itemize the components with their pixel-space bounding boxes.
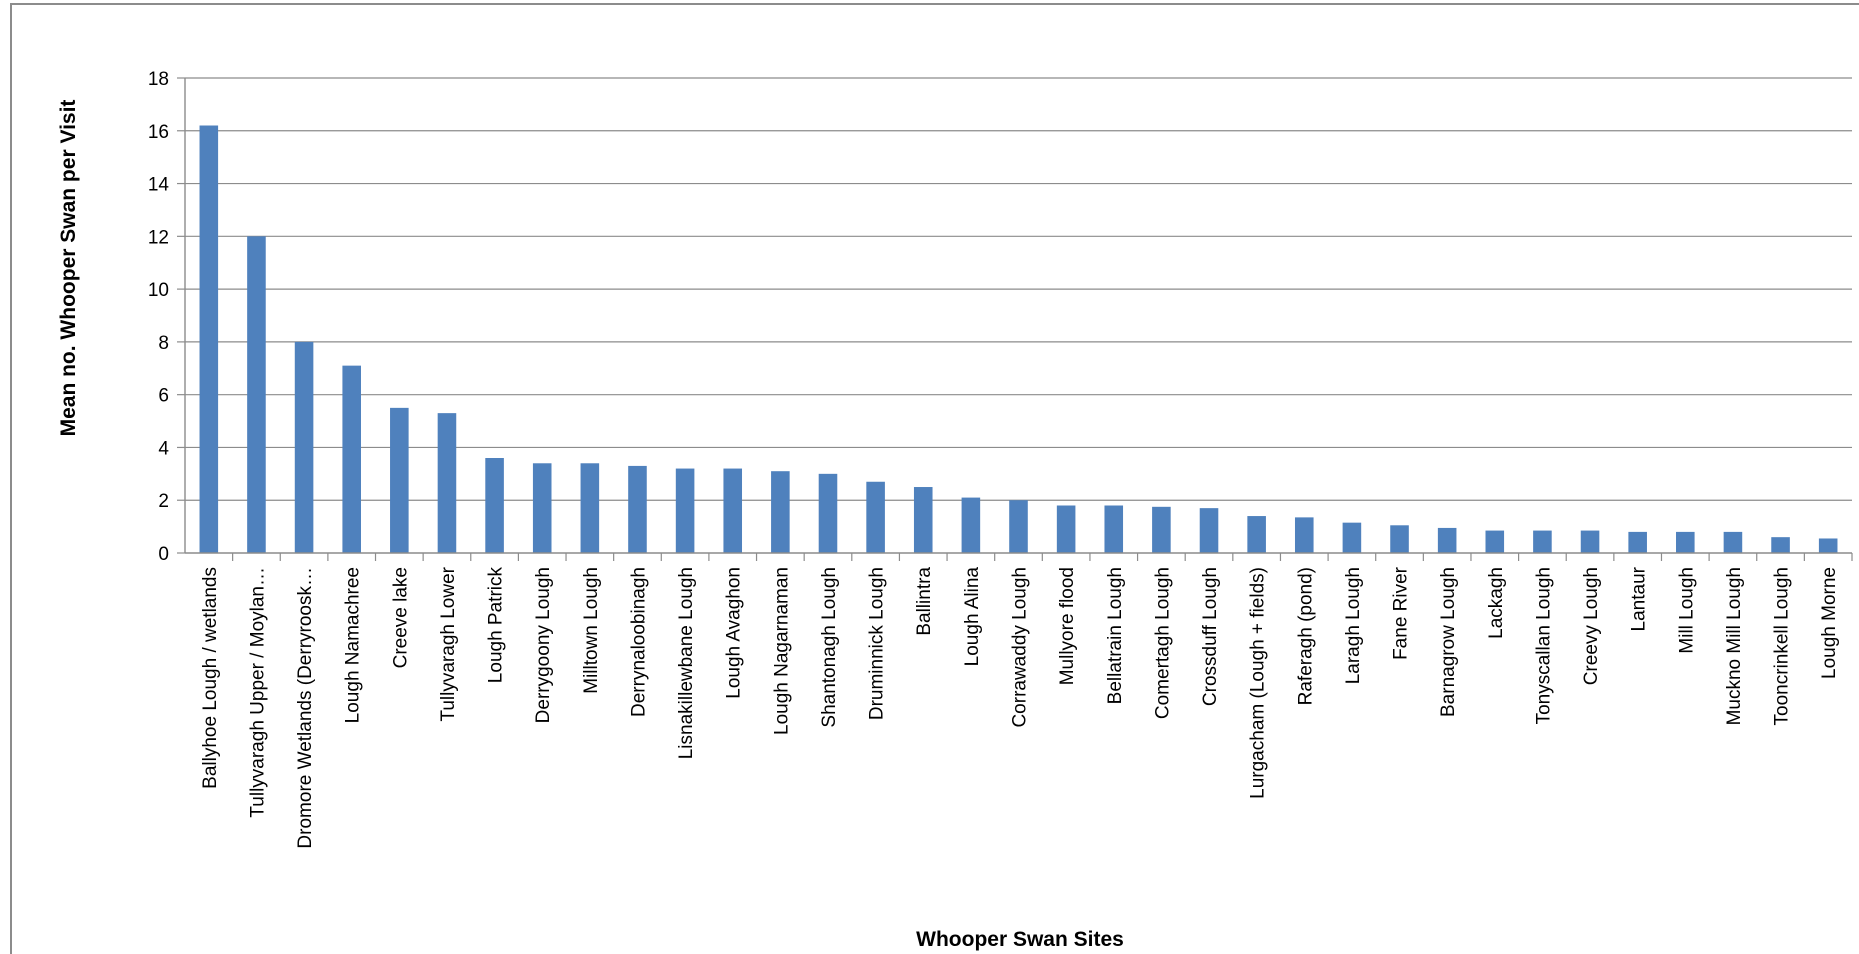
x-tick-label: Druminnick Lough <box>867 567 888 720</box>
bar <box>1390 525 1409 553</box>
bar <box>1818 538 1838 553</box>
x-tick-label: Fane River <box>1391 566 1412 660</box>
chart-frame <box>10 3 1859 954</box>
x-tick-label: Milltown Lough <box>581 567 602 694</box>
bar <box>390 407 409 553</box>
bar <box>818 473 838 553</box>
y-tick-label: 12 <box>148 227 169 248</box>
x-tick-label: Lough Namachree <box>343 567 364 723</box>
x-tick-label: Lough Nagarnaman <box>771 567 792 735</box>
x-tick-label: Tooncrinkell Lough <box>1772 567 1793 725</box>
x-tick-label: Ballintra <box>914 567 935 636</box>
bar <box>437 413 457 553</box>
bar <box>1485 530 1505 553</box>
bar <box>913 487 933 553</box>
bar <box>199 125 219 553</box>
bar <box>961 497 981 553</box>
bar <box>1771 537 1790 553</box>
y-tick-label: 2 <box>158 491 169 512</box>
x-tick-label: Raferagh (pond) <box>1295 567 1316 705</box>
bar <box>771 471 790 553</box>
x-tick-label: Lough Alina <box>962 567 983 667</box>
x-tick-label: Lough Morne <box>1819 567 1840 679</box>
x-tick-label: Derrynaloobinagh <box>628 567 649 717</box>
x-tick-label: Ballyhoe Lough / wetlands <box>200 567 221 789</box>
x-tick-label: Derrygoony Lough <box>533 567 554 723</box>
bar <box>1104 505 1124 553</box>
x-tick-label: Muckno Mill Lough <box>1724 567 1745 725</box>
x-tick-label: Dromore Wetlands (Derryroosk… <box>295 567 316 849</box>
x-tick-label: Bellatrain Lough <box>1105 567 1126 704</box>
x-tick-label: Crossduff Lough <box>1200 567 1221 706</box>
axes <box>177 77 1853 561</box>
bar <box>628 465 647 553</box>
x-tick-label: Tullyvaragh Upper / Moylan… <box>247 567 268 818</box>
bar <box>485 458 504 553</box>
y-tick-label: 0 <box>158 544 169 565</box>
x-tick-label: Lough Patrick <box>486 567 507 684</box>
x-tick-label: Mullyore flood <box>1057 567 1078 685</box>
x-tick-label: Corrawaddy Lough <box>1010 567 1031 728</box>
y-tick-label: 8 <box>158 333 169 354</box>
bar <box>1723 531 1743 553</box>
x-tick-label: Tullyvaragh Lower <box>438 566 459 721</box>
bar <box>1152 506 1171 553</box>
x-tick-label: Tonyscallan Lough <box>1533 567 1554 724</box>
x-tick-label: Lough Avaghon <box>724 567 745 699</box>
gridlines <box>185 77 1852 501</box>
bar <box>532 463 552 553</box>
x-axis-title: Whooper Swan Sites <box>916 928 1124 951</box>
bar <box>294 341 314 553</box>
x-tick-label: Lurgacham (Lough + fields) <box>1248 567 1269 799</box>
bar <box>1294 517 1314 553</box>
y-tick-label: 6 <box>158 386 169 407</box>
bars <box>199 125 1838 554</box>
x-tick-label: Lantaur <box>1629 566 1650 631</box>
y-tick-labels: 0 2 4 6 8 10 12 14 16 18 <box>148 69 170 565</box>
y-axis-title: Mean no. Whooper Swan per Visit <box>57 100 80 437</box>
x-tick-label: Comertagh Lough <box>1152 567 1173 719</box>
x-tick-label: Laragh Lough <box>1343 567 1364 684</box>
x-tick-labels: Ballyhoe Lough / wetlands Tullyvaragh Upp… <box>200 566 1840 848</box>
bar <box>1247 516 1266 553</box>
bar <box>1009 500 1028 553</box>
bar <box>1342 522 1362 553</box>
bar <box>1199 508 1219 553</box>
bar <box>866 481 885 553</box>
x-tick-label: Lisnakillewbane Lough <box>676 567 697 759</box>
y-tick-label: 16 <box>148 122 169 143</box>
x-tick-label: Creeve lake <box>390 567 411 668</box>
bar <box>247 236 266 554</box>
bar <box>1437 527 1457 553</box>
bar <box>342 365 361 553</box>
y-tick-label: 10 <box>148 280 169 301</box>
bar <box>723 468 743 553</box>
bar <box>1533 530 1552 553</box>
bar <box>1676 531 1695 553</box>
x-tick-label: Shantonagh Lough <box>819 567 840 728</box>
x-tick-label: Barnagrow Lough <box>1438 567 1459 717</box>
y-tick-label: 18 <box>148 69 169 90</box>
y-tick-label: 14 <box>148 175 170 196</box>
bar <box>675 468 695 553</box>
x-tick-label: Creevy Lough <box>1581 567 1602 685</box>
bar <box>580 463 600 553</box>
x-tick-label: Lackagh <box>1486 567 1507 639</box>
x-tick-label: Mill Lough <box>1676 567 1697 654</box>
bar <box>1580 530 1600 553</box>
bar <box>1056 505 1076 553</box>
bar <box>1628 531 1647 553</box>
y-tick-label: 4 <box>158 438 169 459</box>
